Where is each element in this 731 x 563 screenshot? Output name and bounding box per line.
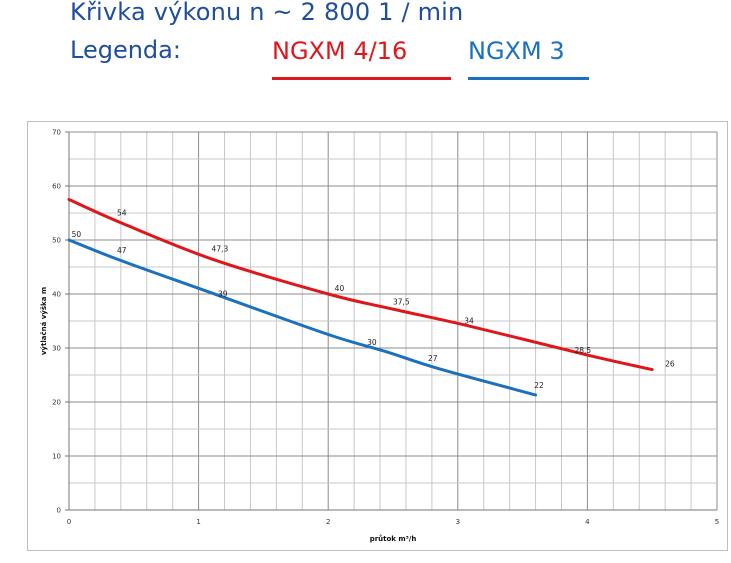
x-tick-label: 4: [585, 518, 590, 526]
y-tick-label: 30: [52, 345, 61, 353]
y-tick-label: 50: [52, 237, 61, 245]
data-label: 28,5: [574, 346, 591, 355]
data-label: 54: [117, 208, 127, 217]
x-tick-label: 2: [326, 518, 330, 526]
data-label: 34: [464, 316, 474, 325]
y-tick-label: 0: [57, 507, 61, 515]
data-label: 22: [534, 381, 544, 390]
data-label: 37,5: [393, 298, 410, 307]
chart-frame: [27, 121, 728, 551]
series-line-ngxm-3: [67, 238, 538, 397]
data-label: 30: [367, 338, 377, 347]
x-tick-label: 1: [196, 518, 200, 526]
x-axis-label: průtok m³/h: [370, 534, 417, 543]
y-axis-label: výtlačná výška m: [39, 287, 48, 355]
y-tick-label: 40: [52, 291, 61, 299]
data-label: 39: [218, 289, 228, 298]
data-label: 26: [665, 360, 675, 369]
chart-title: Křivka výkonu n ~ 2 800 1 / min: [70, 0, 464, 26]
series-line-ngxm-4-16: [67, 198, 654, 372]
data-label: 47,3: [212, 245, 229, 254]
y-tick-label: 20: [52, 399, 61, 407]
data-label: 50: [72, 230, 82, 239]
x-tick-label: 5: [715, 518, 719, 526]
y-tick-label: 70: [52, 129, 61, 137]
x-tick-label: 0: [67, 518, 71, 526]
data-label: 40: [335, 284, 345, 293]
legend-item-ngxm-3: NGXM 3: [468, 37, 565, 65]
legend-label: Legenda:: [70, 36, 181, 64]
legend-line-blue: [468, 77, 589, 80]
y-tick-label: 60: [52, 183, 61, 191]
data-label: 27: [428, 354, 438, 363]
legend-line-red: [272, 77, 451, 80]
x-tick-label: 3: [456, 518, 460, 526]
y-tick-label: 10: [52, 453, 61, 461]
data-label: 47: [117, 246, 127, 255]
legend-item-ngxm-4-16: NGXM 4/16: [272, 37, 408, 65]
